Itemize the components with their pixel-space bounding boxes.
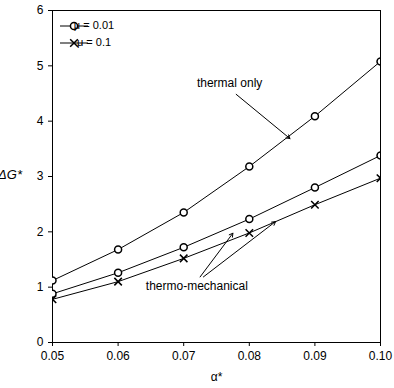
svg-text:α*: α* [211,370,223,384]
svg-text:thermal only: thermal only [197,76,262,90]
svg-text:0.09: 0.09 [303,349,327,363]
svg-text:0.08: 0.08 [238,349,262,363]
svg-text:5: 5 [37,59,44,73]
svg-text:0.06: 0.06 [106,349,130,363]
svg-text:3: 3 [37,169,44,183]
svg-text:2: 2 [37,225,44,239]
svg-text:6: 6 [37,3,44,17]
svg-text:4: 4 [37,114,44,128]
svg-text:thermo-mechanical: thermo-mechanical [146,279,248,293]
svg-text:μ = 0.01: μ = 0.01 [74,19,114,31]
svg-text:0: 0 [37,335,44,349]
svg-text:μ = 0.1: μ = 0.1 [77,36,111,48]
svg-text:0.07: 0.07 [172,349,196,363]
svg-text:0.10: 0.10 [369,349,393,363]
svg-text:0.05: 0.05 [41,349,65,363]
svg-text:ΔG*: ΔG* [0,167,23,182]
svg-text:1: 1 [37,280,44,294]
